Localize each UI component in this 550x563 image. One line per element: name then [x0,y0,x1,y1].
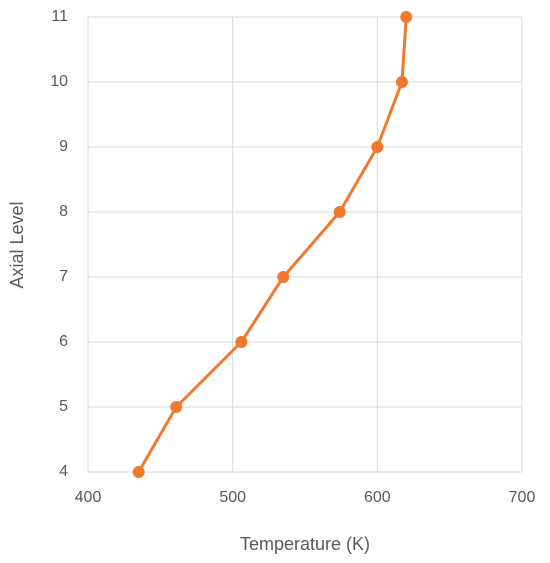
x-tick-label: 600 [364,489,391,506]
data-point [395,76,408,88]
data-point [170,401,183,413]
y-tick-label: 9 [59,138,68,155]
y-tick-label: 10 [50,73,68,90]
x-axis-title: Temperature (K) [240,534,370,554]
y-tick-label: 11 [51,8,68,25]
x-tick-label: 400 [75,489,102,506]
data-point [371,141,384,153]
data-point [132,466,145,478]
y-axis-title: Axial Level [7,201,27,288]
data-point [277,271,290,283]
data-point [235,336,248,348]
data-point [400,11,413,23]
x-tick-label: 700 [509,489,536,506]
y-tick-label: 6 [59,333,68,350]
y-tick-label: 4 [59,463,68,480]
y-tick-label: 7 [59,268,68,285]
x-tick-label: 500 [219,489,246,506]
y-tick-label: 5 [59,398,68,415]
data-point [333,206,346,218]
data-line [137,16,408,473]
y-tick-label: 8 [59,203,68,220]
